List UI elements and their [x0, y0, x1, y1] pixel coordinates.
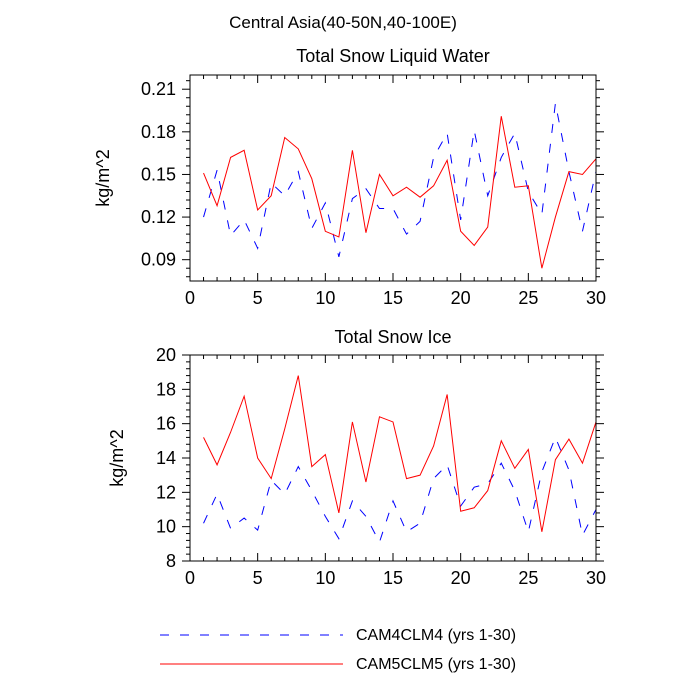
x-tick-label: 5	[253, 568, 263, 588]
x-tick-label: 0	[185, 568, 195, 588]
x-tick-label: 20	[451, 288, 471, 308]
y-tick-label: 0.12	[141, 207, 176, 227]
y-tick-label: 20	[156, 345, 176, 365]
legend-label-cam4clm4: CAM4CLM4 (yrs 1-30)	[356, 627, 516, 644]
plot-frame	[189, 354, 597, 562]
y-tick-label: 0.09	[141, 250, 176, 270]
x-tick-label: 10	[315, 568, 335, 588]
y-tick-label: 0.15	[141, 164, 176, 184]
y-tick-label: 8	[166, 551, 176, 571]
series-line-cam5clm5	[203, 116, 597, 269]
y-tick-label: 16	[156, 414, 176, 434]
y-tick-label: 0.18	[141, 122, 176, 142]
series-line-cam4clm4	[203, 103, 597, 257]
x-tick-label: 30	[586, 288, 606, 308]
plot-area: 0 5 10 15 20 25 30 0.09 0.12 0.15 0.18 0.21	[141, 75, 606, 308]
x-tick-label: 10	[315, 288, 335, 308]
series-line-cam5clm5	[203, 375, 597, 532]
x-tick-label: 30	[586, 568, 606, 588]
y-axis-label: kg/m^2	[93, 149, 113, 206]
y-tick-label: 18	[156, 379, 176, 399]
x-tick-label: 15	[383, 288, 403, 308]
x-tick-label: 0	[185, 288, 195, 308]
x-tick-label: 5	[253, 288, 263, 308]
plot-frame	[189, 74, 597, 282]
y-axis-label: kg/m^2	[107, 429, 127, 486]
series-line-cam4clm4	[203, 436, 597, 544]
plot-area: 0 5 10 15 20 25 30 8 10 12 14 16 18 20	[156, 345, 606, 588]
panel-title: Total Snow Ice	[334, 327, 451, 347]
y-tick-label: 10	[156, 517, 176, 537]
x-tick-label: 25	[518, 288, 538, 308]
legend: CAM4CLM4 (yrs 1-30) CAM5CLM5 (yrs 1-30)	[160, 627, 516, 673]
x-tick-label: 15	[383, 568, 403, 588]
y-tick-label: 12	[156, 482, 176, 502]
y-tick-label: 14	[156, 448, 176, 468]
x-tick-label: 25	[518, 568, 538, 588]
panel-title: Total Snow Liquid Water	[296, 46, 489, 66]
y-tick-label: 0.21	[141, 79, 176, 99]
panel-snow-liquid-water: Total Snow Liquid Water kg/m^2 0 5 10 15 20 2…	[93, 46, 606, 308]
page-title: Central Asia(40-50N,40-100E)	[229, 13, 457, 32]
x-tick-label: 20	[451, 568, 471, 588]
panel-snow-ice: Total Snow Ice kg/m^2 0 5 10 15 20 25 30 8 10 12 1…	[107, 327, 606, 588]
legend-label-cam5clm5: CAM5CLM5 (yrs 1-30)	[356, 656, 516, 673]
